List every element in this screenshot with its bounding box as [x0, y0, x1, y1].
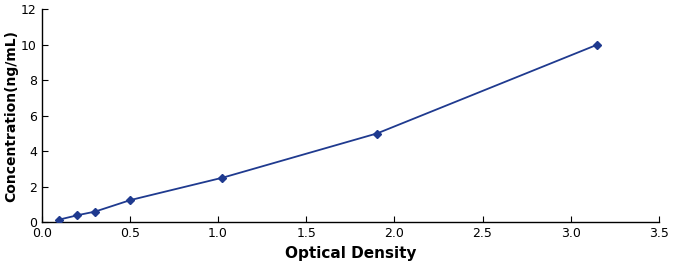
Y-axis label: Concentration(ng/mL): Concentration(ng/mL) — [4, 30, 18, 202]
X-axis label: Optical Density: Optical Density — [285, 246, 416, 261]
